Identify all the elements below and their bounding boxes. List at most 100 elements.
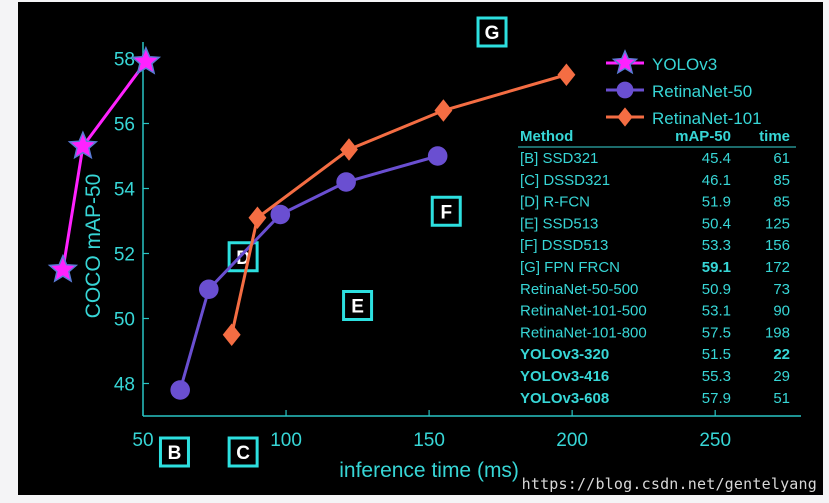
data-point xyxy=(47,253,79,283)
series-line xyxy=(230,73,567,336)
method-box-frame xyxy=(430,195,462,227)
table-cell-time: 22 xyxy=(773,346,790,363)
table-row: [G] FPN FRCN 59.1 172 xyxy=(520,259,790,276)
table-row: YOLOv3-320 51.5 22 xyxy=(520,346,790,363)
method-box-d: D xyxy=(227,241,259,273)
legend-entry: RetinaNet-101 xyxy=(606,107,762,128)
table-cell-method: RetinaNet-101-800 xyxy=(520,324,647,341)
data-point xyxy=(270,204,291,225)
x-tick-label: 100 xyxy=(270,430,302,451)
method-box-frame xyxy=(158,436,190,468)
method-box-label: F xyxy=(440,202,452,223)
data-point xyxy=(336,172,356,192)
y-tick-label: 52 xyxy=(114,245,135,266)
legend-label: YOLOv3 xyxy=(652,55,717,74)
y-tick-label: 50 xyxy=(114,310,135,331)
table-row: RetinaNet-50-500 50.9 73 xyxy=(520,281,790,298)
table-row: YOLOv3-608 57.9 51 xyxy=(520,390,790,407)
data-point xyxy=(340,138,358,161)
table-cell-method: RetinaNet-101-500 xyxy=(520,303,647,320)
table-cell-time: 125 xyxy=(765,215,790,232)
table-cell-map: 55.3 xyxy=(702,368,731,385)
table-cell-time: 156 xyxy=(765,237,790,254)
x-tick-label: 250 xyxy=(699,430,731,451)
table-cell-map: 51.5 xyxy=(702,346,731,363)
table-cell-method: RetinaNet-50-500 xyxy=(520,281,638,298)
method-box-frame xyxy=(476,16,508,48)
table-cell-map: 46.1 xyxy=(702,172,731,189)
table-header-time: time xyxy=(759,128,790,145)
legend-marker xyxy=(611,49,639,75)
method-box-label: E xyxy=(351,297,364,318)
table-row: [B] SSD321 45.4 61 xyxy=(520,150,790,167)
data-point xyxy=(199,279,219,300)
table-cell-map: 50.9 xyxy=(702,281,731,298)
table-row: [D] R-FCN 51.9 85 xyxy=(520,194,790,211)
data-point xyxy=(557,63,576,86)
table-cell-map: 51.9 xyxy=(702,194,731,211)
table-cell-time: 90 xyxy=(773,303,790,320)
table-cell-method: [E] SSD513 xyxy=(520,215,598,232)
method-box-e: E xyxy=(342,290,374,321)
table-cell-method: YOLOv3-320 xyxy=(520,346,609,363)
table-cell-time: 85 xyxy=(773,194,790,211)
data-point xyxy=(434,99,453,122)
legend-marker xyxy=(616,81,634,99)
y-tick-label: 48 xyxy=(114,375,135,396)
table-row: RetinaNet-101-500 53.1 90 xyxy=(520,303,790,320)
method-box-frame xyxy=(227,241,259,273)
x-axis-label: inference time (ms) xyxy=(339,459,519,482)
table-cell-method: [C] DSSD321 xyxy=(520,172,610,189)
table-header-map: mAP-50 xyxy=(675,128,731,145)
table-cell-time: 51 xyxy=(773,390,790,407)
x-tick-label: 200 xyxy=(556,430,588,451)
data-point xyxy=(67,130,99,160)
legend-marker xyxy=(617,107,633,127)
table-cell-map: 45.4 xyxy=(702,150,731,167)
data-point xyxy=(248,206,267,229)
series-yolov3 xyxy=(47,45,162,283)
series-retinanet-50 xyxy=(170,146,448,400)
legend-label: RetinaNet-101 xyxy=(652,109,762,128)
method-box-b: B xyxy=(158,436,190,468)
table-cell-time: 73 xyxy=(773,281,790,298)
legend-entry: RetinaNet-50 xyxy=(606,81,752,101)
y-tick-label: 54 xyxy=(114,180,136,201)
table-cell-method: [B] SSD321 xyxy=(520,150,598,167)
method-box-label: B xyxy=(168,443,182,464)
method-box-g: G xyxy=(476,16,508,48)
method-box-label: C xyxy=(236,443,250,464)
series-line xyxy=(178,154,439,391)
x-tick-label: 50 xyxy=(132,430,153,451)
table-cell-method: [D] R-FCN xyxy=(520,194,590,211)
table-cell-time: 61 xyxy=(773,150,790,167)
method-box-label: G xyxy=(485,23,500,44)
table-cell-time: 85 xyxy=(773,172,790,189)
yolov3-comparison-chart: 48 50 52 54 56 58 50 100 150 200 250 inference time… xyxy=(47,16,801,482)
chart-frame: 48 50 52 54 56 58 50 100 150 200 250 inference time… xyxy=(18,2,823,495)
data-point xyxy=(130,45,162,75)
table-row: YOLOv3-416 55.3 29 xyxy=(520,368,790,385)
method-box-f: F xyxy=(430,195,462,227)
series-retinanet-101 xyxy=(222,63,576,346)
table-cell-map: 53.3 xyxy=(702,237,731,254)
table-cell-method: YOLOv3-416 xyxy=(520,368,609,385)
table-cell-map: 53.1 xyxy=(702,303,731,320)
table-row: RetinaNet-101-800 57.5 198 xyxy=(520,324,790,341)
table-cell-time: 198 xyxy=(765,324,790,341)
table-header-method: Method xyxy=(520,128,573,145)
table-cell-method: [F] DSSD513 xyxy=(520,237,608,254)
y-tick-label: 56 xyxy=(114,115,135,136)
table-cell-method: YOLOv3-608 xyxy=(520,390,609,407)
table-cell-map: 57.5 xyxy=(702,324,731,341)
table-cell-map: 57.9 xyxy=(702,390,731,407)
table-header: Method mAP-50 time xyxy=(520,128,790,145)
data-point xyxy=(427,146,448,166)
table-row: [E] SSD513 50.4 125 xyxy=(520,215,790,232)
data-point xyxy=(222,323,241,346)
method-box-c: C xyxy=(227,436,259,468)
method-box-frame xyxy=(342,290,374,321)
table-cell-time: 29 xyxy=(773,368,790,385)
legend-label: RetinaNet-50 xyxy=(652,82,752,101)
y-axis-label: COCO mAP-50 xyxy=(82,174,105,319)
